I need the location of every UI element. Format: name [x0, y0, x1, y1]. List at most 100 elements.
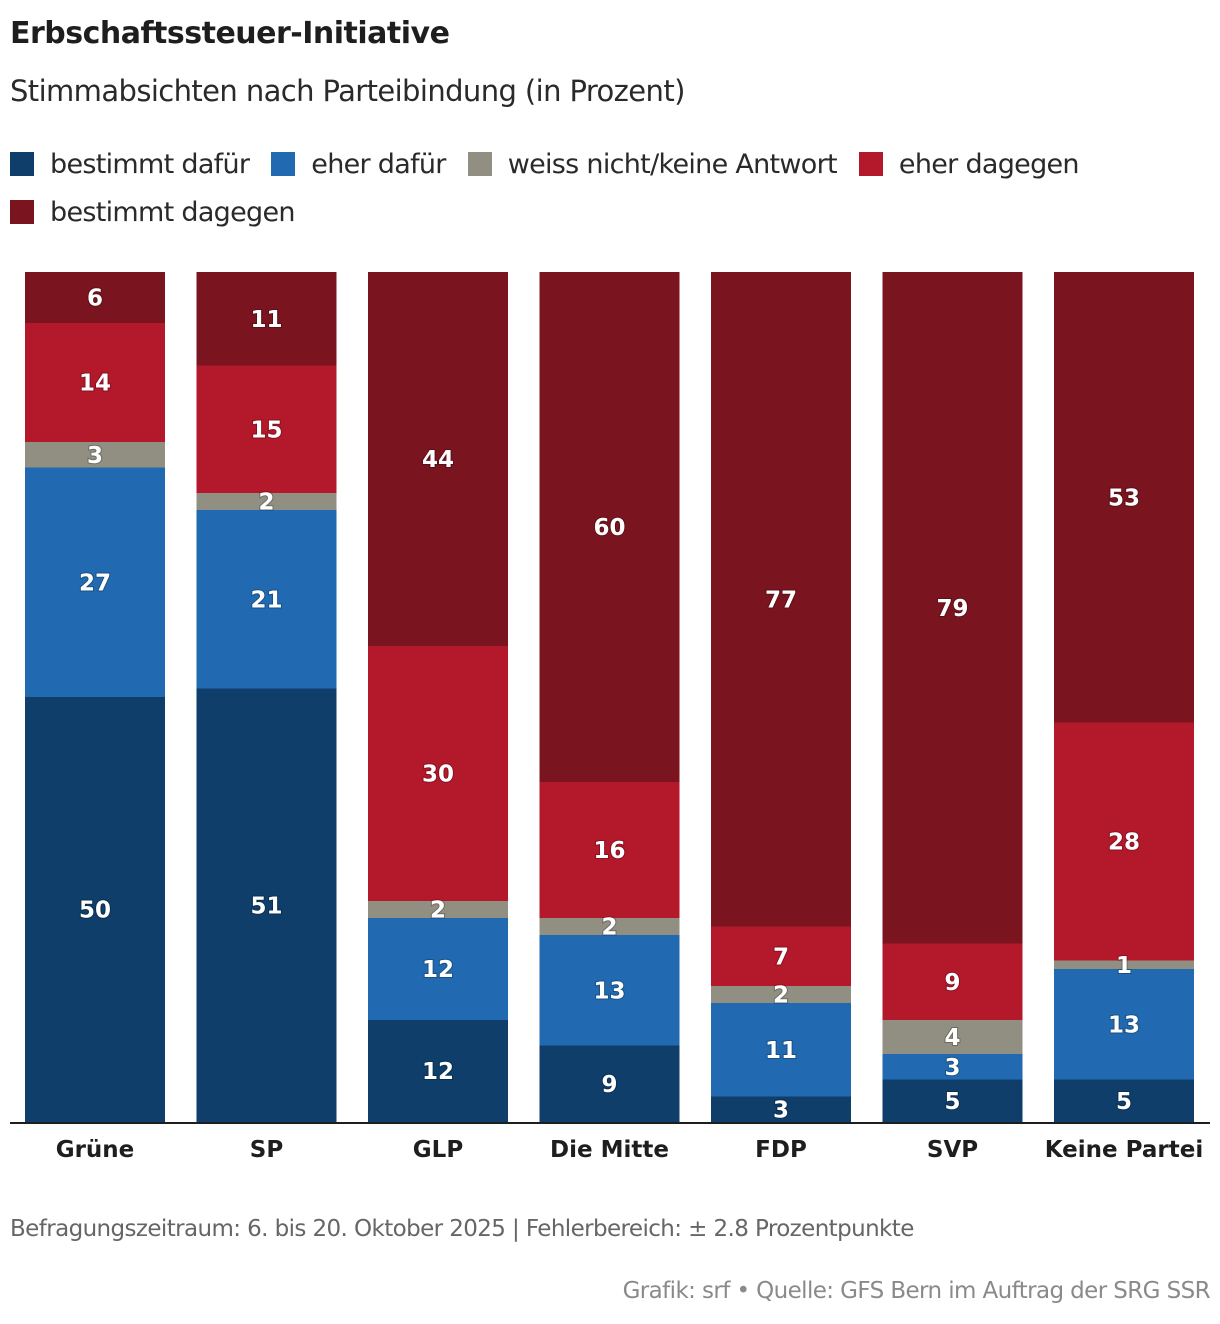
bar-segment-bestimmt-dagegen — [882, 272, 1023, 944]
bar-segment-bestimmt-daf-r — [882, 1079, 1023, 1122]
bar-segment-weiss-nicht-keine-antwort — [882, 1020, 1023, 1054]
bar-segment-bestimmt-dagegen — [196, 272, 337, 366]
chart-subtitle: Stimmabsichten nach Parteibindung (in Pr… — [10, 74, 685, 108]
legend-swatch — [271, 152, 296, 176]
bar-segment-bestimmt-dagegen — [539, 272, 680, 782]
legend-row: bestimmt dafür eher dafür weiss nicht/ke… — [10, 140, 1210, 188]
data-label: 53 — [1108, 485, 1140, 511]
legend-label: bestimmt dafür — [50, 148, 250, 180]
data-label: 7 — [773, 944, 789, 970]
bar-segment-weiss-nicht-keine-antwort — [25, 442, 165, 468]
legend-swatch — [10, 200, 34, 224]
bar-stack: 5 3 4 9 79 — [882, 272, 1023, 1122]
bar-segment-weiss-nicht-keine-antwort — [196, 493, 337, 510]
bar-stack: 51 21 2 15 11 — [196, 272, 337, 1122]
data-label: 28 — [1108, 830, 1140, 856]
bar-segment-bestimmt-daf-r — [539, 1045, 680, 1122]
data-label: 3 — [773, 1097, 789, 1123]
bar-segment-eher-daf-r — [25, 467, 165, 697]
survey-note: Befragungszeitraum: 6. bis 20. Oktober 2… — [10, 1216, 914, 1242]
data-label: 30 — [422, 762, 454, 788]
bar-segment-eher-dagegen — [368, 646, 508, 901]
x-tick-label: FDP — [755, 1137, 807, 1163]
data-label: 6 — [87, 286, 103, 312]
stacked-bar-chart: 50273146Grüne512121511SP121223044GLP9132… — [10, 272, 1210, 1163]
data-label: 50 — [79, 898, 111, 924]
bar-segment-bestimmt-daf-r — [1054, 1079, 1194, 1122]
bar-segment-weiss-nicht-keine-antwort — [539, 918, 680, 935]
data-label: 21 — [250, 587, 282, 613]
data-label: 79 — [936, 596, 968, 622]
bar-segment-eher-dagegen — [882, 943, 1023, 1020]
data-label: 2 — [601, 915, 617, 941]
bar-segment-eher-daf-r — [368, 918, 508, 1020]
bar-segment-eher-dagegen — [539, 782, 680, 918]
bar-segment-eher-dagegen — [711, 926, 851, 986]
bar-segment-weiss-nicht-keine-antwort — [711, 986, 851, 1003]
bar-segment-eher-daf-r — [1054, 969, 1194, 1080]
legend-row: bestimmt dagegen — [10, 188, 1210, 236]
data-label: 2 — [258, 490, 274, 516]
data-label: 60 — [593, 515, 625, 541]
data-label: 51 — [250, 893, 282, 919]
data-label: 14 — [79, 371, 111, 397]
data-label: 1 — [1116, 953, 1132, 979]
data-label: 2 — [430, 898, 446, 924]
legend-item-eher-dafuer: eher dafür — [271, 148, 446, 180]
bar-segment-bestimmt-daf-r — [25, 697, 165, 1122]
legend-swatch — [10, 152, 34, 176]
bar-segment-bestimmt-dagegen — [1054, 272, 1194, 723]
legend-item-weiss-nicht: weiss nicht/keine Antwort — [467, 148, 838, 180]
bar-segment-eher-daf-r — [882, 1054, 1023, 1080]
data-label: 5 — [1116, 1089, 1132, 1115]
x-tick-label: Die Mitte — [550, 1137, 669, 1163]
data-label: 5 — [944, 1089, 960, 1115]
data-label: 77 — [765, 587, 797, 613]
data-label: 16 — [593, 838, 625, 864]
data-label: 44 — [422, 447, 454, 473]
legend-label: bestimmt dagegen — [50, 196, 295, 228]
bar-segment-bestimmt-dagegen — [25, 272, 165, 323]
legend-label: eher dagegen — [898, 148, 1080, 180]
bar-stack: 50 27 3 14 6 — [25, 272, 165, 1122]
bar-segment-weiss-nicht-keine-antwort — [1054, 960, 1194, 969]
data-label: 12 — [422, 1059, 454, 1085]
bar-segment-eher-dagegen — [25, 323, 165, 442]
legend-swatch — [467, 152, 492, 176]
data-label: 3 — [87, 443, 103, 469]
legend-item-bestimmt-dafuer: bestimmt dafür — [10, 148, 250, 180]
legend-item-eher-dagegen: eher dagegen — [858, 148, 1080, 180]
legend-label: weiss nicht/keine Antwort — [507, 148, 838, 180]
x-tick-label: SVP — [927, 1137, 978, 1163]
bar-segment-eher-daf-r — [196, 510, 337, 689]
legend-swatch — [858, 152, 883, 176]
bar-segment-eher-dagegen — [196, 365, 337, 493]
bar-stack: 12 12 2 30 44 — [368, 272, 508, 1122]
data-label: 9 — [944, 970, 960, 996]
data-label: 4 — [944, 1025, 960, 1051]
bar-segment-bestimmt-daf-r — [368, 1020, 508, 1122]
data-label: 11 — [250, 307, 282, 333]
data-label: 12 — [422, 957, 454, 983]
x-tick-label: Grüne — [56, 1137, 135, 1163]
data-label: 13 — [1108, 1012, 1140, 1038]
x-tick-label: Keine Partei — [1045, 1137, 1203, 1163]
bar-stack: 9 13 2 16 60 — [539, 272, 680, 1122]
data-label: 3 — [944, 1055, 960, 1081]
legend: bestimmt dafür eher dafür weiss nicht/ke… — [10, 140, 1210, 236]
data-label: 15 — [250, 417, 282, 443]
bar-segment-bestimmt-dagegen — [711, 272, 851, 927]
data-label: 9 — [601, 1072, 617, 1098]
bar-segment-eher-daf-r — [711, 1003, 851, 1097]
bar-segment-bestimmt-daf-r — [711, 1096, 851, 1122]
data-label: 11 — [765, 1038, 797, 1064]
bar-segment-bestimmt-dagegen — [368, 272, 508, 646]
legend-label: eher dafür — [311, 148, 446, 180]
data-label: 2 — [773, 983, 789, 1009]
chart-title: Erbschaftssteuer-Initiative — [10, 16, 450, 51]
x-tick-label: GLP — [413, 1137, 463, 1163]
legend-item-bestimmt-dagegen: bestimmt dagegen — [10, 197, 295, 228]
bar-segment-eher-dagegen — [1054, 722, 1194, 961]
data-label: 27 — [79, 570, 111, 596]
